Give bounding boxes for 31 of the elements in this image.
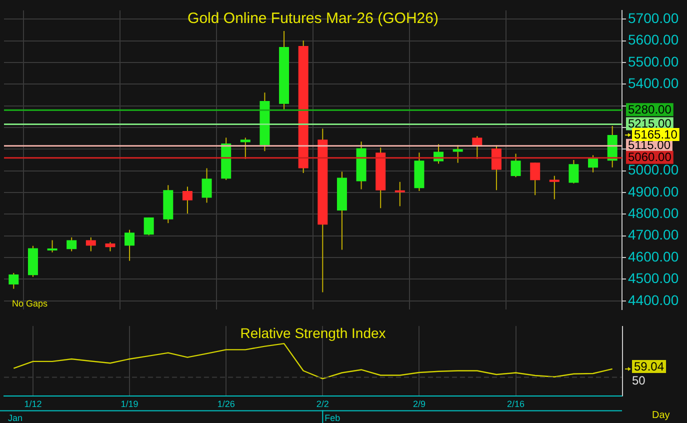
y-tick-label: 5400.00 [628, 74, 679, 91]
y-tick-label: 5000.00 [628, 162, 679, 178]
annotation: No Gaps [12, 298, 48, 309]
candlestick [394, 182, 405, 206]
x-tick-label: 2/2 [316, 399, 329, 410]
y-tick-label: 5700.00 [628, 10, 679, 26]
x-tick-label: 1/26 [217, 399, 235, 410]
x-tick-label: 1/12 [24, 399, 42, 410]
y-tick-label: 5600.00 [628, 32, 679, 48]
text: 50 [632, 374, 646, 388]
ref-line-label: 5215.00 [628, 116, 672, 131]
ref-line-label: 5280.00 [628, 102, 672, 116]
text: 59.04 [634, 359, 664, 374]
text: 5165.10 [634, 127, 678, 142]
y-tick-label: 4600.00 [628, 248, 679, 264]
y-tick-label: 4900.00 [628, 183, 679, 200]
y-tick-label: 4400.00 [628, 292, 679, 308]
x-tick-label: 2/9 [412, 399, 426, 410]
text: Day [652, 410, 670, 421]
text: Jan [8, 413, 23, 423]
y-tick-label: 4700.00 [628, 226, 679, 243]
chart-title: Gold Online Futures Mar-26 (GOH26) [188, 10, 438, 28]
chart-title: Relative Strength Index [240, 324, 386, 341]
x-tick-label: 1/19 [120, 399, 138, 410]
text: Feb [324, 413, 340, 423]
ref-line-label: 5115.00 [628, 138, 671, 152]
ref-line-label: 5060.00 [628, 150, 672, 164]
x-tick-label: 2/16 [507, 399, 525, 410]
y-tick-label: 4800.00 [628, 205, 679, 222]
y-tick-label: 4500.00 [628, 270, 679, 286]
y-tick-label: 5500.00 [628, 53, 679, 70]
